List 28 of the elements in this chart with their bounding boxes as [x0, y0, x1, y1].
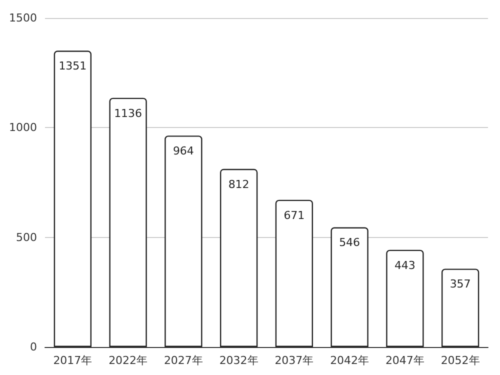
y-tick-label: 1000: [9, 121, 37, 134]
bar: [330, 227, 368, 347]
y-tick-label: 1500: [9, 12, 37, 24]
data-label: 357: [450, 278, 471, 291]
bar: [109, 98, 147, 347]
data-label: 546: [339, 236, 360, 250]
y-tick-label: 500: [16, 230, 37, 244]
bar: [54, 50, 92, 347]
data-label: 443: [394, 258, 416, 272]
data-label: 671: [284, 208, 305, 222]
data-label: 812: [228, 178, 250, 191]
bar: [275, 200, 314, 347]
bar: [441, 268, 480, 347]
x-tick-label: 2037年: [274, 354, 314, 367]
x-tick-label: 2017年: [53, 354, 92, 367]
x-tick-label: 2027年: [164, 354, 203, 367]
x-tick-label: 2047年: [385, 354, 424, 367]
data-label: 964: [172, 144, 194, 158]
data-label: 1136: [114, 106, 142, 120]
x-tick-label: 2052年: [440, 354, 480, 367]
y-tick-label: 0: [30, 340, 37, 354]
x-tick-label: 2022年: [108, 354, 148, 367]
bar: [220, 168, 258, 347]
bar: [386, 250, 424, 347]
bar: [164, 136, 202, 347]
x-tick-label: 2032年: [219, 354, 258, 367]
data-label: 1351: [58, 60, 87, 73]
x-tick-label: 2042年: [330, 354, 370, 367]
